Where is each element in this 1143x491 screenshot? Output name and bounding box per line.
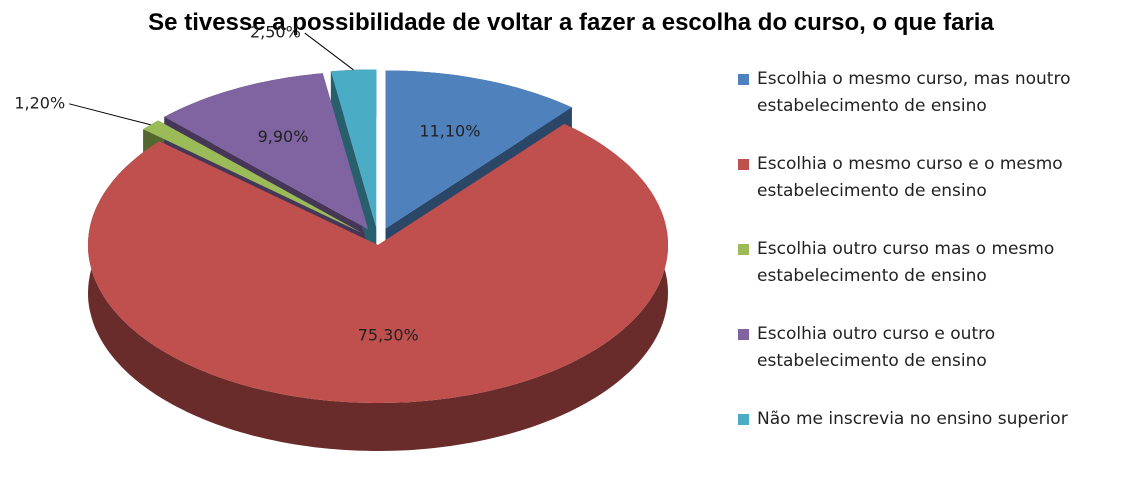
legend-label: Escolhia outro curso e outro estabelecim… <box>757 324 996 371</box>
legend-label: Não me inscrevia no ensino superior <box>757 409 1068 429</box>
pie-slice <box>88 123 668 404</box>
legend-label: Escolhia o mesmo curso e o mesmo estabel… <box>757 154 1063 201</box>
pie-slice <box>143 120 362 233</box>
legend-label: Escolhia o mesmo curso, mas noutro estab… <box>757 69 1071 116</box>
data-label: 9,90% <box>258 127 309 146</box>
pie-slice <box>330 69 377 228</box>
legend-item: Escolhia o mesmo curso, mas noutro estab… <box>738 66 1128 151</box>
pie-slice <box>385 70 572 229</box>
legend: Escolhia o mesmo curso, mas noutro estab… <box>738 66 1128 491</box>
legend-swatch <box>738 244 749 255</box>
legend-label: Escolhia outro curso mas o mesmo estabel… <box>757 239 1055 286</box>
legend-swatch <box>738 414 749 425</box>
data-label: 75,30% <box>358 325 419 344</box>
legend-swatch <box>738 159 749 170</box>
legend-swatch <box>738 329 749 340</box>
leader-line <box>304 32 354 71</box>
data-label: 11,10% <box>419 121 480 140</box>
legend-swatch <box>738 74 749 85</box>
legend-item: Escolhia outro curso mas o mesmo estabel… <box>738 236 1128 321</box>
leader-line <box>69 103 151 126</box>
legend-item: Escolhia outro curso e outro estabelecim… <box>738 321 1128 406</box>
legend-item: Não me inscrevia no ensino superior <box>738 406 1128 491</box>
legend-item: Escolhia o mesmo curso e o mesmo estabel… <box>738 151 1128 236</box>
data-label: 2,50% <box>250 23 301 42</box>
chart-title: Se tivesse a possibilidade de voltar a f… <box>148 9 994 36</box>
pie-slice <box>164 73 369 230</box>
data-label: 1,20% <box>14 93 65 112</box>
